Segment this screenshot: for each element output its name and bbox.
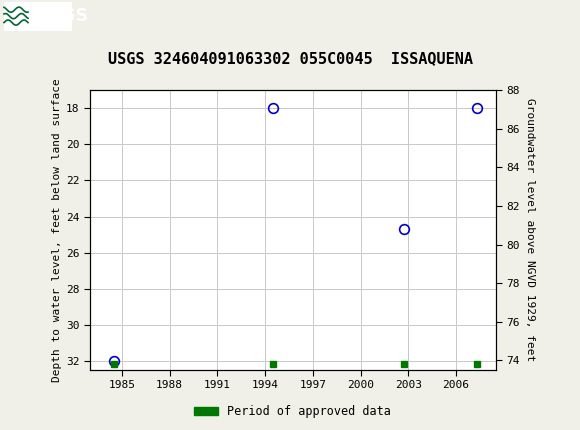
Legend: Period of approved data: Period of approved data <box>190 400 396 423</box>
Y-axis label: Depth to water level, feet below land surface: Depth to water level, feet below land su… <box>52 78 62 382</box>
Y-axis label: Groundwater level above NGVD 1929, feet: Groundwater level above NGVD 1929, feet <box>525 98 535 362</box>
Text: USGS 324604091063302 055C0045  ISSAQUENA: USGS 324604091063302 055C0045 ISSAQUENA <box>107 51 473 65</box>
Text: USGS: USGS <box>33 7 88 25</box>
FancyBboxPatch shape <box>4 2 72 31</box>
